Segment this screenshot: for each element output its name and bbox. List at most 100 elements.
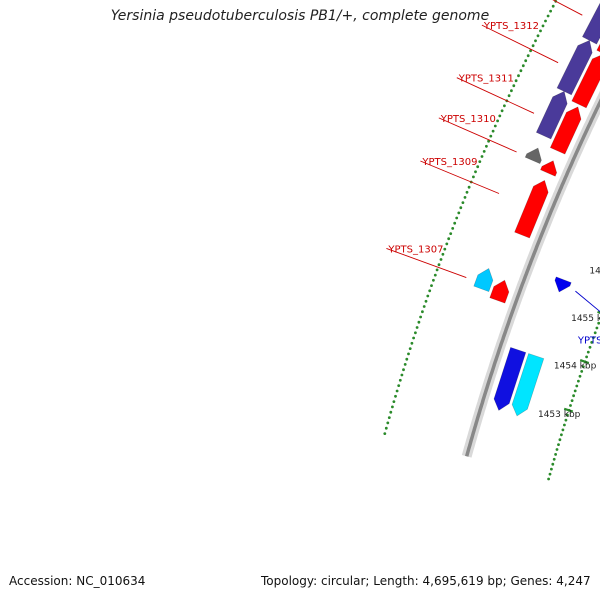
feature-11[interactable] [556, 39, 593, 96]
tick-label: 1454 kbp [554, 362, 597, 372]
outer-guide-dot [521, 64, 525, 68]
gene-label: YPTS_1307 [387, 244, 443, 255]
inner-guide-dot [558, 438, 562, 442]
inner-guide-dot [585, 355, 588, 359]
outer-guide-dot [546, 14, 550, 18]
outer-guide-dot [519, 69, 523, 73]
outer-guide-dot [485, 144, 488, 148]
gene-ypts-1309[interactable] [514, 179, 549, 239]
outer-guide-dot [428, 289, 432, 293]
outer-guide-dot [437, 263, 441, 267]
gene-ypts-1307[interactable] [489, 279, 510, 304]
outer-guide-dot [441, 252, 445, 256]
gene-ypts-1311[interactable] [549, 106, 582, 155]
outer-guide-dot [439, 258, 443, 261]
outer-guide-dot [443, 247, 447, 251]
outer-guide-dot [415, 326, 419, 329]
outer-guide-dot [408, 347, 412, 350]
outer-guide-dot [400, 373, 404, 377]
inner-guide-dot [586, 350, 590, 354]
feature-1[interactable] [493, 347, 527, 411]
outer-guide-dot [529, 49, 532, 53]
inner-guide-dot [570, 399, 574, 402]
outer-guide-dot [549, 9, 552, 13]
outer-guide-dot [472, 175, 475, 179]
label-leader-line [438, 117, 517, 153]
outer-guide-dot [510, 89, 513, 93]
outer-guide-dot [435, 268, 439, 272]
outer-guide-dot [421, 310, 424, 314]
outer-guide-dot [402, 368, 405, 372]
inner-guide-dot [566, 413, 569, 417]
tick-mark [597, 310, 600, 314]
gene-ypts-1313[interactable] [596, 11, 600, 58]
inner-guide-dot [563, 423, 566, 427]
genome-backbone [465, 98, 600, 457]
outer-guide-dot [453, 221, 457, 225]
outer-guide-dot [491, 129, 495, 133]
outer-guide-dot [455, 216, 459, 220]
label-leader-line [420, 160, 500, 194]
outer-guide-dot [414, 331, 417, 335]
tick-mark [579, 359, 590, 365]
outer-guide-dot [392, 400, 396, 403]
feature-0[interactable] [511, 353, 545, 417]
tick-mark [563, 407, 574, 413]
outer-guide-dot [463, 196, 467, 199]
outer-guide-dot [496, 119, 499, 123]
inner-guide-dot [548, 472, 552, 476]
outer-guide-dot [422, 305, 426, 308]
outer-guide-dot [412, 336, 415, 340]
gene-label: YPTS_1308 [577, 336, 600, 347]
inner-guide-dot [564, 418, 568, 422]
gene-labels: YPTS_1307 YPTS_1308 YPTS_1309 YPTS_1310 YPTS… [386, 0, 600, 347]
outer-guide-dot [445, 242, 449, 246]
tick-label: 1455 kbp [571, 314, 600, 324]
outer-guide-dot [432, 278, 435, 282]
outer-guide-dot [498, 114, 502, 118]
gene-ypts-1312[interactable] [571, 54, 600, 109]
inner-guide-dot [578, 374, 582, 378]
tick-label: 1453 kbp [538, 410, 581, 420]
outer-guide-dot [405, 357, 409, 361]
inner-guide-dot [572, 394, 575, 398]
outer-guide-dot [512, 84, 516, 88]
inner-guide-dot [580, 370, 584, 373]
outer-guide-dot [465, 190, 469, 194]
outer-guide-dot [457, 211, 461, 215]
inner-guide-dot [552, 457, 556, 461]
outer-guide-dot [389, 410, 393, 414]
feature-3[interactable] [473, 268, 494, 292]
outer-guide-dot [482, 150, 486, 153]
outer-guide-dot [507, 94, 511, 98]
gene-features [473, 0, 600, 417]
outer-guide-dot [489, 134, 493, 138]
outer-guide-dot [449, 232, 453, 236]
gene-ypts-1310[interactable] [540, 160, 558, 177]
outer-guide-dot [544, 19, 547, 23]
feature-7[interactable] [524, 147, 542, 164]
inner-guide-dot [557, 443, 560, 446]
outer-guide-dot [534, 39, 537, 43]
inner-guide-dot [592, 336, 595, 339]
inner-guide-dot [551, 462, 555, 466]
outer-guide-dot [541, 24, 545, 28]
outer-guide-dot [397, 384, 401, 387]
inner-guide-dot [593, 331, 597, 335]
gene-ypts-1308[interactable] [554, 276, 572, 293]
outer-guide-dot [394, 394, 397, 398]
outer-guide-dot [403, 363, 407, 366]
accession-text: Accession: NC_010634 [9, 574, 146, 588]
feature-13[interactable] [581, 0, 600, 45]
inner-guide-dot [575, 384, 579, 388]
outer-guide-dot [426, 294, 430, 298]
outer-guide-dot [503, 104, 506, 108]
outer-guide-dot [395, 389, 399, 393]
outer-guide-dot [386, 421, 390, 425]
outer-guide-dot [480, 155, 484, 158]
outer-guide-dot [398, 378, 402, 382]
feature-9[interactable] [535, 90, 568, 140]
inner-guide-dot [560, 433, 563, 437]
label-leader-line [456, 77, 535, 114]
